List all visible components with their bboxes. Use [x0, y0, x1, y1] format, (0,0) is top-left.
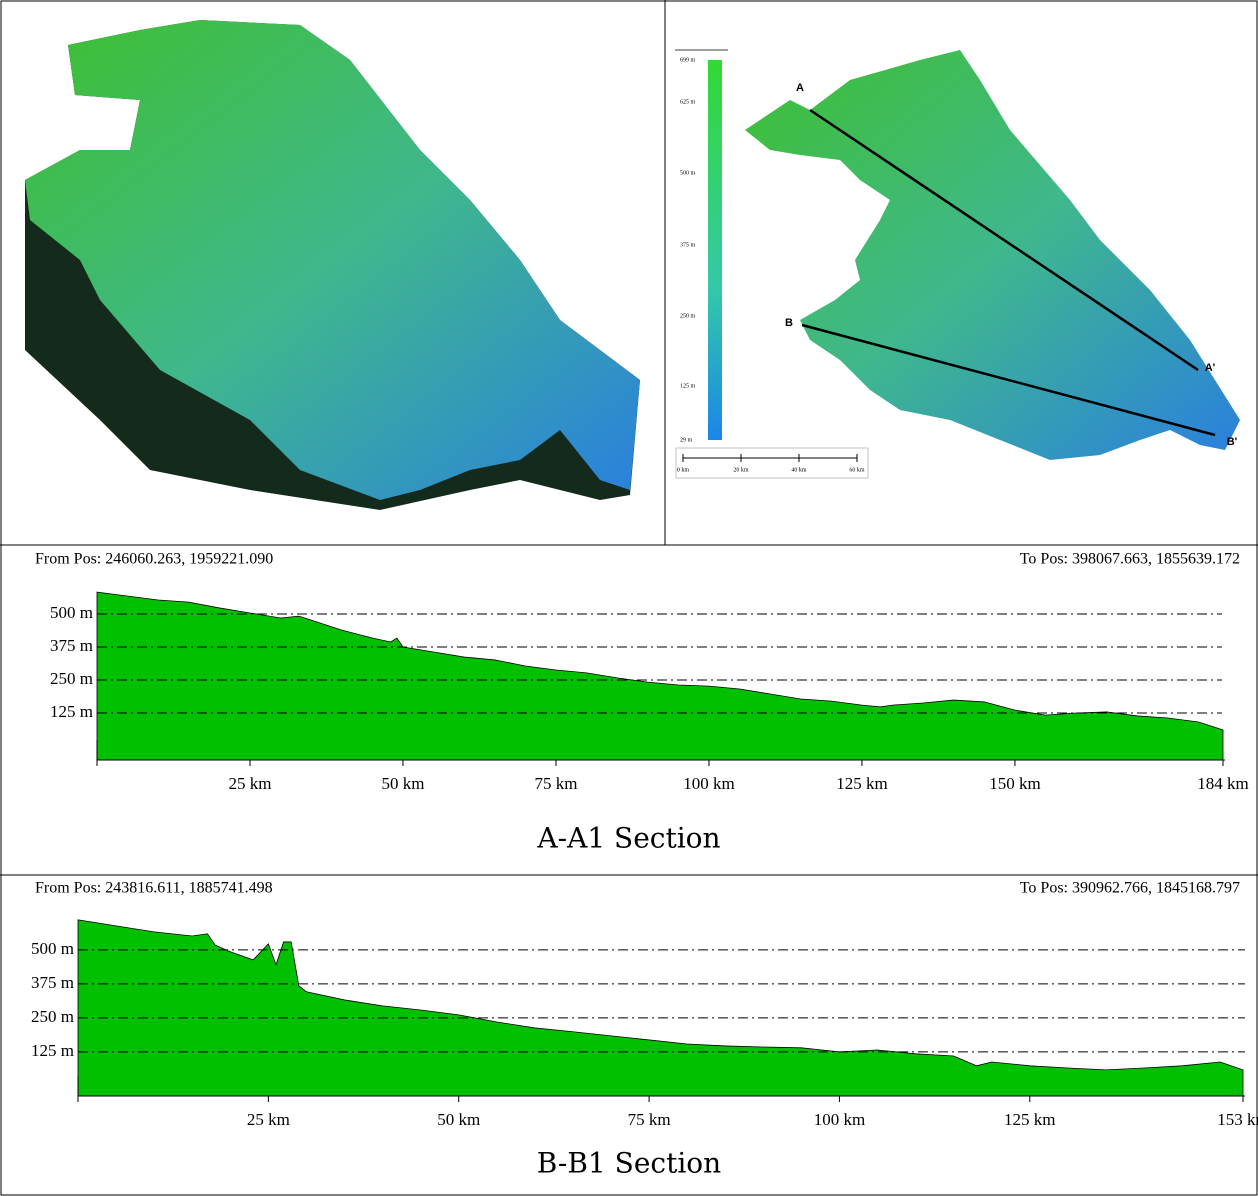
legend-bar	[708, 60, 722, 440]
section-caption: B-B1 Section	[537, 1147, 721, 1180]
legend-label: 250 m	[680, 313, 696, 319]
figure: 699 m 625 m 500 m 375 m 250 m 125 m 29 m 0 km 20…	[0, 0, 1258, 1196]
y-tick-label: 250 m	[31, 1007, 74, 1026]
x-tick-label: 100 km	[683, 774, 734, 793]
scale-label: 0 km	[677, 467, 690, 473]
legend-label: 699 m	[680, 57, 696, 63]
point-label: A'	[1205, 362, 1216, 374]
legend-label: 625 m	[680, 99, 696, 105]
x-tick-label: 184 km	[1197, 774, 1248, 793]
to-pos: To Pos: 390962.766, 1845168.797	[1020, 880, 1240, 897]
y-tick-label: 125 m	[50, 702, 93, 721]
scale-label: 40 km	[791, 467, 807, 473]
x-tick-label: 75 km	[628, 1110, 671, 1129]
legend-label: 29 m	[680, 437, 693, 443]
x-tick-label: 153 km	[1217, 1110, 1258, 1129]
y-tick-label: 250 m	[50, 669, 93, 688]
x-tick-label: 50 km	[381, 774, 424, 793]
elevation-area	[78, 920, 1243, 1096]
x-tick-label: 125 km	[1004, 1110, 1055, 1129]
from-pos: From Pos: 243816.611, 1885741.498	[35, 880, 273, 897]
point-label: B	[785, 317, 793, 329]
y-tick-label: 500 m	[50, 603, 93, 622]
x-tick-label: 125 km	[836, 774, 887, 793]
x-tick-label: 25 km	[247, 1110, 290, 1129]
page: {"maps": {"legend_ticks": ["699 m", "625…	[0, 0, 1258, 1196]
point-label: B'	[1227, 436, 1238, 448]
y-tick-label: 500 m	[31, 939, 74, 958]
legend-label: 500 m	[680, 170, 696, 176]
basin-map	[745, 50, 1240, 460]
y-tick-label: 375 m	[50, 636, 93, 655]
point-label: A	[796, 82, 804, 94]
y-tick-label: 375 m	[31, 973, 74, 992]
x-tick-label: 150 km	[989, 774, 1040, 793]
legend-label: 125 m	[680, 383, 696, 389]
from-pos: From Pos: 246060.263, 1959221.090	[35, 551, 273, 568]
scale-label: 60 km	[849, 467, 865, 473]
x-tick-label: 100 km	[814, 1110, 865, 1129]
section-caption: A-A1 Section	[536, 822, 720, 855]
y-tick-label: 125 m	[31, 1041, 74, 1060]
scale-box	[676, 448, 868, 478]
to-pos: To Pos: 398067.663, 1855639.172	[1020, 551, 1240, 568]
x-tick-label: 25 km	[228, 774, 271, 793]
x-tick-label: 50 km	[437, 1110, 480, 1129]
x-tick-label: 75 km	[534, 774, 577, 793]
scale-label: 20 km	[733, 467, 749, 473]
legend-label: 375 m	[680, 242, 696, 248]
elevation-area	[97, 592, 1223, 760]
